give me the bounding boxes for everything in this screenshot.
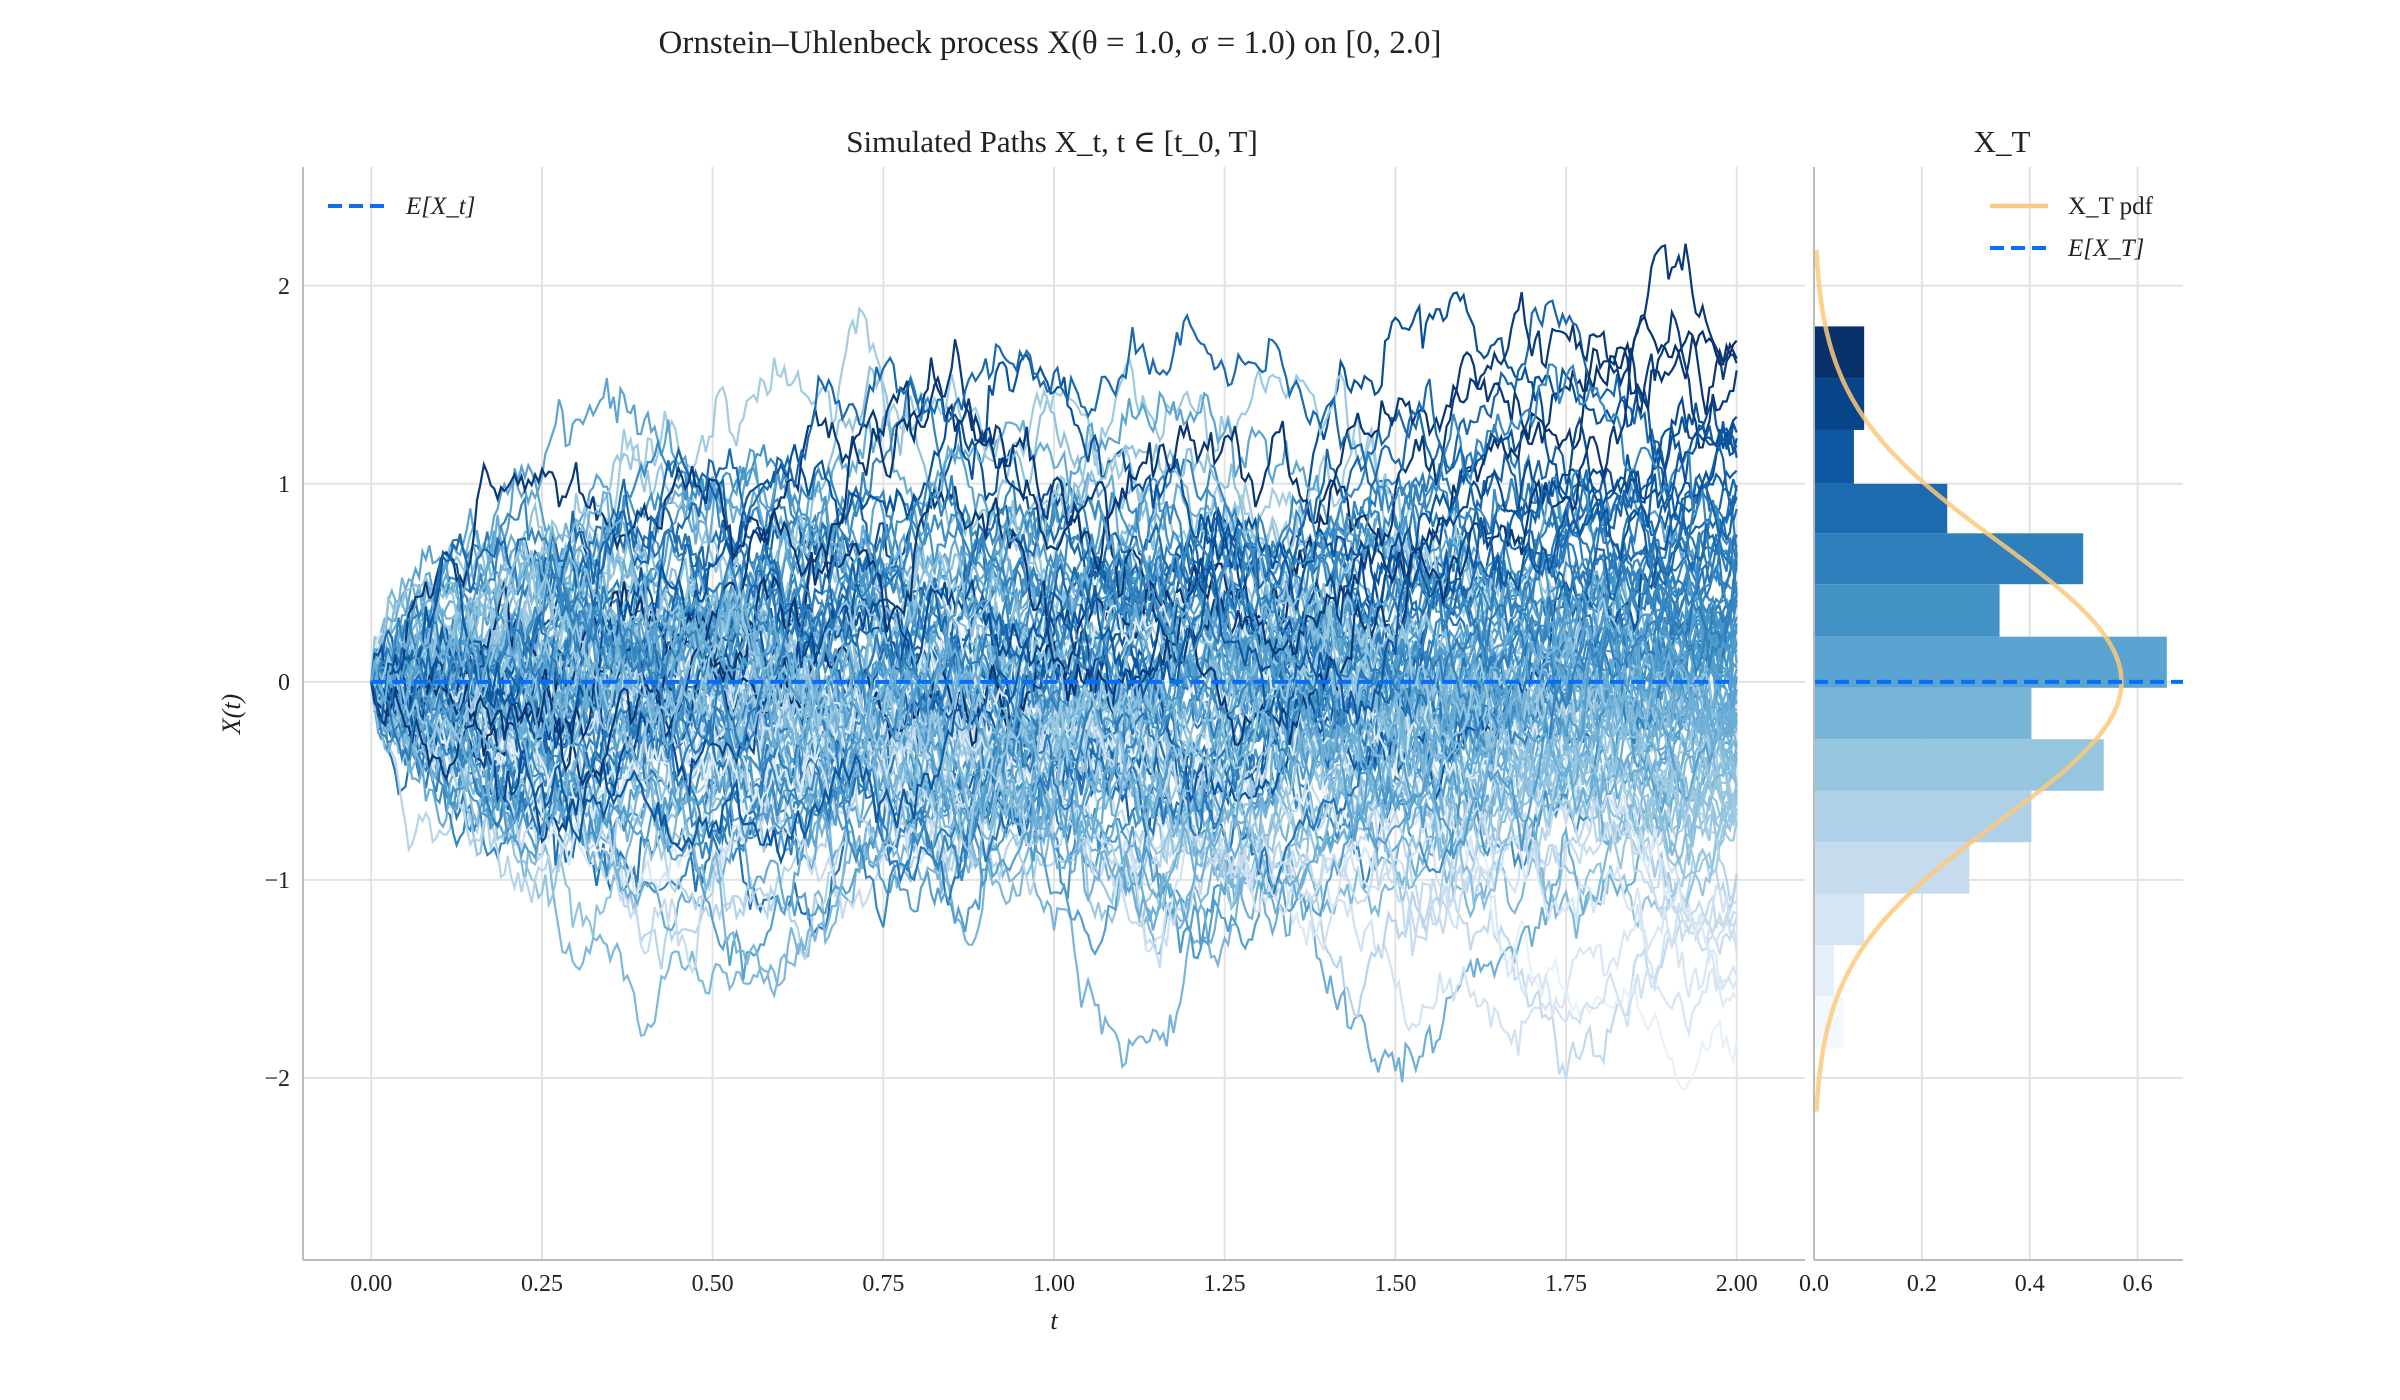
sample-path: [370, 585, 1738, 845]
sample-path: [371, 395, 1738, 844]
x-tick-label: 1.25: [1204, 1271, 1246, 1297]
histogram-bar: [1814, 483, 1948, 534]
histogram-bar: [1814, 533, 2084, 585]
x-tick-label: 2.00: [1716, 1271, 1758, 1297]
sample-path: [370, 596, 1738, 931]
histogram-bar: [1814, 429, 1854, 484]
hist-x-tick-label: 0.2: [1907, 1271, 1937, 1297]
sample-path: [371, 601, 1738, 829]
histogram-bar: [1814, 687, 2032, 740]
x-tick-label: 0.75: [862, 1271, 904, 1297]
histogram-bar: [1814, 584, 2000, 637]
sample-path: [370, 497, 1738, 829]
hist-x-tick-label: 0.6: [2123, 1271, 2153, 1297]
hist-title: X_T: [1974, 124, 2031, 159]
sample-path: [370, 541, 1738, 856]
histogram-bar: [1814, 739, 2104, 791]
sample-path: [370, 592, 1738, 1010]
sample-path: [370, 335, 1738, 773]
x-tick-label: 1.00: [1033, 1271, 1075, 1297]
y-tick-label: −2: [264, 1066, 290, 1092]
sample-path: [370, 363, 1738, 928]
hist-x-tick-label: 0.0: [1799, 1271, 1829, 1297]
main-plot-title: Simulated Paths X_t, t ∈ [t_0, T]: [846, 124, 1258, 159]
x-tick-label: 1.75: [1545, 1271, 1587, 1297]
figure-title: Ornstein–Uhlenbeck process X(θ = 1.0, σ …: [659, 25, 1442, 61]
x-tick-label: 0.50: [692, 1271, 734, 1297]
sample-path: [370, 443, 1738, 806]
sample-path: [370, 437, 1738, 761]
sample-path: [370, 525, 1738, 811]
histogram-bar: [1814, 790, 2032, 843]
x-tick-label: 1.50: [1374, 1271, 1416, 1297]
sample-path: [370, 475, 1738, 757]
histogram-bar: [1814, 945, 1834, 997]
histogram-bar: [1814, 893, 1865, 946]
y-tick-label: 1: [278, 472, 290, 498]
y-tick-label: 2: [278, 274, 290, 300]
x-tick-label: 0.00: [350, 1271, 392, 1297]
sample-path: [370, 312, 1738, 718]
hist-x-tick-label: 0.4: [2015, 1271, 2045, 1297]
sample-path: [370, 490, 1737, 903]
legend-mean-label: E[X_T]: [2067, 235, 2144, 262]
y-axis-label: X(t): [217, 694, 246, 735]
legend-expectation-label: E[X_t]: [405, 193, 475, 220]
x-tick-label: 0.25: [521, 1271, 563, 1297]
sample-path: [371, 499, 1738, 906]
sample-path: [370, 666, 1738, 1020]
x-axis-label: t: [1050, 1306, 1058, 1335]
legend-pdf-label: X_T pdf: [2068, 193, 2154, 220]
sample-path: [370, 365, 1738, 866]
y-tick-label: −1: [264, 868, 290, 894]
histogram-bar: [1814, 842, 1970, 894]
histogram-bar: [1814, 636, 2167, 688]
sample-path: [370, 421, 1738, 866]
y-tick-label: 0: [278, 670, 290, 696]
sample-path: [371, 509, 1737, 861]
